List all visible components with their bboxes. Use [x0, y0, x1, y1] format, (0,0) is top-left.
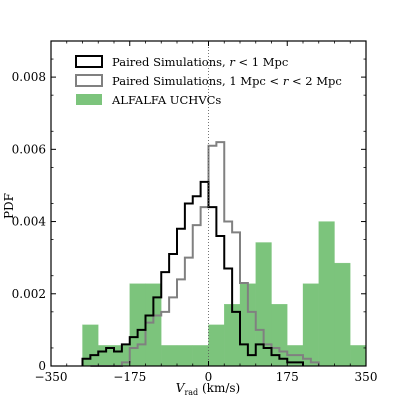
alfalfa-bar [176, 345, 193, 367]
alfalfa-bar [334, 262, 351, 367]
series-far-step-line [90, 141, 320, 367]
y-tick-label: 0.006 [12, 142, 46, 156]
y-axis-label: PDF [2, 193, 16, 219]
legend-swatch-alfalfa [76, 94, 102, 105]
alfalfa-bar [318, 221, 335, 367]
x-tick-label: 0 [205, 370, 213, 384]
alfalfa-bar [145, 283, 162, 367]
alfalfa-bar [192, 345, 209, 367]
legend-label-close: Paired Simulations, r < 1 Mpc [112, 55, 288, 69]
x-tick-label: −350 [35, 370, 68, 384]
legend-swatch-far [75, 74, 103, 87]
legend-label-alfalfa: ALFALFA UCHVCs [111, 93, 221, 107]
axis-ticks-group: −350 −175 0 175 350 0 0.002 0.004 0.006 0.008 [12, 41, 378, 384]
alfalfa-bar [224, 304, 241, 367]
y-tick-label: 0.004 [12, 215, 47, 229]
alfalfa-bars-group [82, 221, 367, 367]
y-tick-label: 0.002 [12, 287, 46, 301]
x-axis-label-variable: V [176, 381, 186, 395]
alfalfa-bar [208, 324, 225, 367]
y-tick-label: 0 [38, 359, 46, 373]
alfalfa-bar [302, 283, 319, 367]
x-axis-label-subscript: rad [184, 388, 198, 397]
alfalfa-bar [350, 345, 367, 367]
legend-swatch-close [75, 55, 103, 68]
x-tick-label: −175 [113, 370, 146, 384]
y-tick-label: 0.008 [12, 70, 46, 84]
legend-label-far: Paired Simulations, 1 Mpc < r < 2 Mpc [112, 74, 342, 88]
simulation-steps-group [81, 141, 320, 367]
x-tick-label: 350 [355, 370, 378, 384]
x-axis-label: Vrad (km/s) [176, 381, 240, 397]
x-axis-label-unit: (km/s) [198, 381, 240, 395]
alfalfa-bar [82, 324, 99, 367]
legend: Paired Simulations, r < 1 Mpc Paired Sim… [75, 55, 342, 107]
x-tick-label: 175 [276, 370, 299, 384]
series-close-step-line [81, 180, 304, 366]
alfalfa-bar [161, 345, 178, 367]
alfalfa-bar [129, 283, 146, 367]
